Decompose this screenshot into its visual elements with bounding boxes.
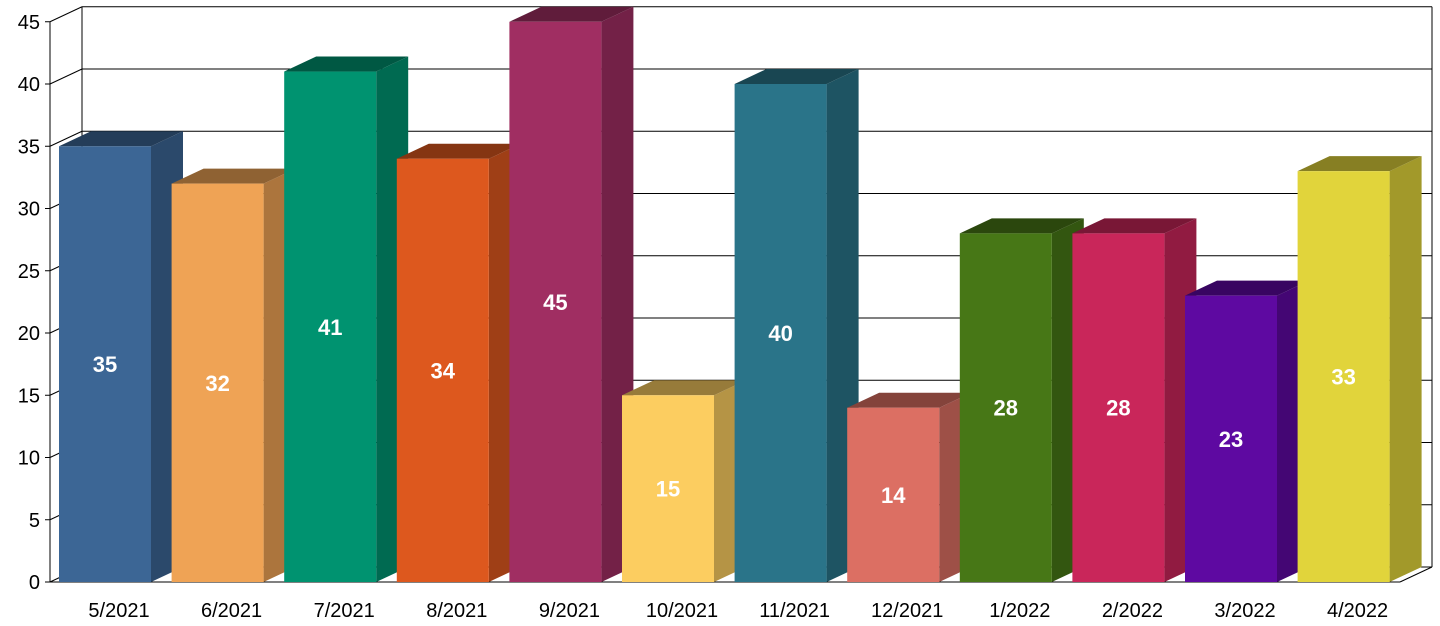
x-tick-label: 2/2022 bbox=[1102, 600, 1163, 622]
data-label: 45 bbox=[543, 290, 567, 315]
bar bbox=[396, 158, 489, 582]
bar bbox=[959, 233, 1052, 582]
bar bbox=[59, 146, 151, 582]
bar bbox=[847, 407, 940, 582]
x-tick-label: 9/2021 bbox=[539, 600, 600, 622]
x-tick-label: 11/2021 bbox=[759, 600, 830, 622]
bar-top bbox=[1297, 156, 1422, 172]
bar-top bbox=[959, 218, 1084, 234]
gridline-side bbox=[49, 130, 83, 147]
y-tick-label: 10 bbox=[18, 448, 40, 470]
bar-side bbox=[1389, 156, 1422, 582]
y-tick-label: 45 bbox=[18, 12, 40, 34]
x-tick-label: 10/2021 bbox=[646, 600, 718, 622]
bar bbox=[1297, 171, 1390, 582]
bars-layer bbox=[59, 6, 1422, 583]
y-tick-label: 35 bbox=[18, 136, 40, 158]
x-tick-label: 6/2021 bbox=[201, 600, 262, 622]
floor-right-edge bbox=[1399, 566, 1433, 583]
x-tick-label: 5/2021 bbox=[88, 600, 149, 622]
y-tick-label: 20 bbox=[18, 323, 40, 345]
data-label: 41 bbox=[318, 315, 342, 340]
bar bbox=[1072, 233, 1165, 582]
data-label: 40 bbox=[768, 321, 792, 346]
bar bbox=[171, 183, 264, 582]
x-tick-label: 4/2022 bbox=[1327, 600, 1388, 622]
bar bbox=[734, 84, 827, 582]
x-tick-label: 1/2022 bbox=[989, 600, 1050, 622]
y-tick-label: 25 bbox=[18, 261, 40, 283]
bar-top bbox=[59, 131, 183, 147]
x-tick-label: 7/2021 bbox=[314, 600, 375, 622]
data-label: 32 bbox=[205, 371, 229, 396]
bar-top bbox=[171, 168, 296, 184]
data-label: 35 bbox=[93, 352, 117, 377]
bar-top bbox=[847, 392, 972, 408]
data-label: 15 bbox=[656, 477, 680, 502]
y-tick-label: 0 bbox=[29, 572, 40, 594]
data-label: 34 bbox=[431, 358, 456, 383]
bar bbox=[284, 71, 377, 583]
bar bbox=[509, 21, 602, 582]
bar-top bbox=[509, 6, 634, 22]
bar-top bbox=[284, 56, 409, 72]
gridline-side bbox=[49, 6, 83, 23]
y-tick-label: 40 bbox=[18, 74, 40, 96]
data-label: 23 bbox=[1219, 427, 1243, 452]
y-tick-label: 15 bbox=[18, 385, 40, 407]
bar bbox=[1185, 295, 1277, 582]
data-label: 28 bbox=[994, 396, 1018, 421]
x-tick-label: 3/2022 bbox=[1214, 600, 1275, 622]
data-label: 33 bbox=[1331, 365, 1355, 390]
y-tick-label: 30 bbox=[18, 199, 40, 221]
bar-top bbox=[734, 69, 859, 84]
data-label: 14 bbox=[881, 483, 906, 508]
bar bbox=[622, 395, 714, 582]
bar-top bbox=[1072, 218, 1197, 234]
gridline-side bbox=[49, 68, 83, 85]
labels-layer: 0 5 10 15 20 25 30 35 40 45 35 5/2021 32 6/2021 41 7/20… bbox=[18, 12, 1388, 622]
bar-top bbox=[1185, 280, 1309, 296]
x-tick-label: 8/2021 bbox=[426, 600, 487, 622]
y-tick-label: 5 bbox=[29, 510, 40, 532]
data-label: 28 bbox=[1106, 396, 1130, 421]
bar-top bbox=[622, 380, 746, 396]
bar-top bbox=[396, 143, 521, 159]
x-tick-label: 12/2021 bbox=[871, 600, 943, 622]
